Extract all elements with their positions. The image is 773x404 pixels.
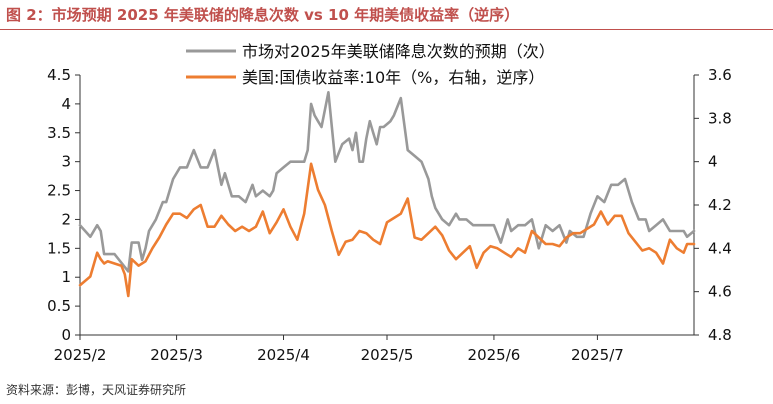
left-y-tick-label: 2 — [61, 210, 71, 228]
source-note: 资料来源：彭博，天风证券研究所 — [6, 383, 187, 397]
left-y-tick-label: 3.5 — [47, 124, 71, 142]
right-y-tick-label: 4.8 — [708, 326, 732, 344]
legend-label-rate-cut-expectations: 市场对2025年美联储降息次数的预期（次） — [242, 42, 555, 61]
left-y-tick-label: 4 — [61, 95, 71, 113]
series-line-treasury-yield — [78, 162, 696, 298]
figure-title: 图 2：市场预期 2025 年美联储的降息次数 vs 10 年期美债收益率（逆序… — [6, 6, 520, 24]
x-tick-label: 2025/2 — [54, 346, 107, 364]
x-tick-label: 2025/3 — [150, 346, 203, 364]
x-tick-label: 2025/4 — [257, 346, 310, 364]
x-tick-label: 2025/6 — [468, 346, 521, 364]
series-line-rate-cut-expectations — [78, 90, 696, 273]
legend-label-treasury-yield: 美国:国债收益率:10年（%，右轴，逆序） — [242, 68, 544, 87]
left-y-tick-label: 1 — [61, 268, 71, 286]
right-y-tick-label: 4.4 — [708, 239, 732, 257]
right-y-tick-label: 4.6 — [708, 283, 732, 301]
plot-area — [78, 90, 696, 298]
right-y-tick-label: 3.6 — [708, 66, 732, 84]
right-y-tick-label: 4 — [708, 153, 718, 171]
left-y-tick-label: 0.5 — [47, 297, 71, 315]
dual-axis-line-chart: 市场对2025年美联储降息次数的预期（次） 美国:国债收益率:10年（%，右轴，… — [47, 42, 732, 364]
x-tick-label: 2025/7 — [571, 346, 624, 364]
axes: 0 0.5 1 1.5 2 2.5 3 3.5 4 4.5 3.6 3.8 4 4.2 4.4 4.6 4.8 2… — [47, 66, 732, 364]
right-y-tick-label: 3.8 — [708, 109, 732, 127]
right-y-tick-label: 4.2 — [708, 196, 732, 214]
legend: 市场对2025年美联储降息次数的预期（次） 美国:国债收益率:10年（%，右轴，… — [186, 42, 555, 87]
title-bar: 图 2：市场预期 2025 年美联储的降息次数 vs 10 年期美债收益率（逆序… — [0, 0, 773, 30]
x-tick-label: 2025/5 — [361, 346, 414, 364]
left-y-tick-label: 0 — [61, 326, 71, 344]
left-y-tick-label: 1.5 — [47, 239, 71, 257]
left-y-tick-label: 4.5 — [47, 66, 71, 84]
left-y-tick-label: 2.5 — [47, 182, 71, 200]
left-y-tick-label: 3 — [61, 153, 71, 171]
